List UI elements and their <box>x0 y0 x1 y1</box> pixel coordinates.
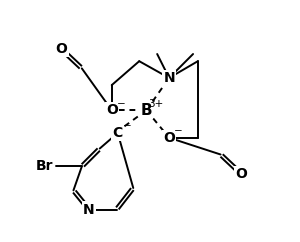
Text: O: O <box>56 42 68 56</box>
Text: C: C <box>112 126 123 140</box>
Text: −: − <box>174 126 183 136</box>
Text: O: O <box>163 131 175 145</box>
Text: O: O <box>235 167 247 181</box>
Text: 3+: 3+ <box>148 98 163 108</box>
Text: −: − <box>122 121 131 131</box>
Text: B: B <box>141 103 152 118</box>
Text: O: O <box>106 103 118 117</box>
Text: N: N <box>83 203 95 217</box>
Text: −: − <box>116 98 125 108</box>
Text: N: N <box>163 71 175 85</box>
Text: Br: Br <box>36 159 53 174</box>
